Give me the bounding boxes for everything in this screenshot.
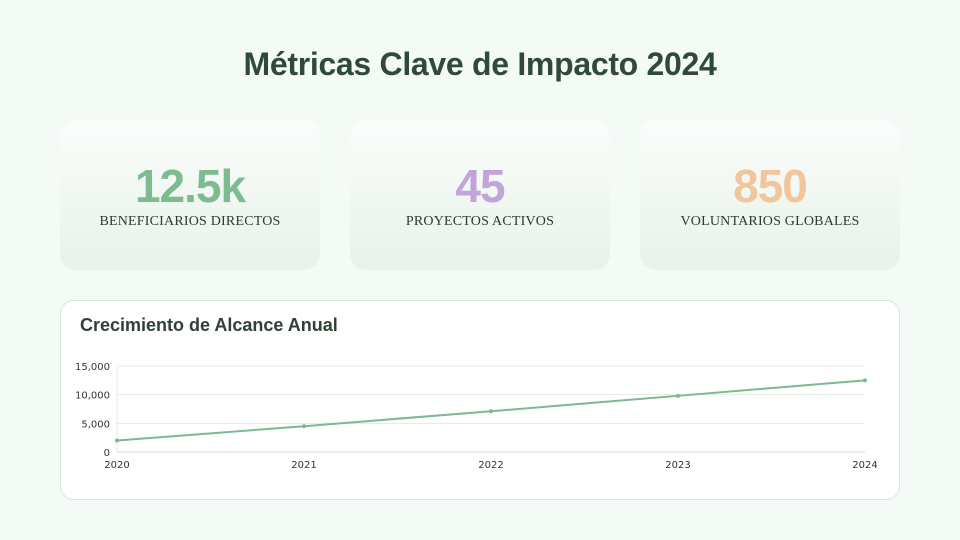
metric-value-proyectos: 45 — [455, 160, 505, 212]
metric-card-beneficiarios: 12.5k BENEFICIARIOS DIRECTOS — [60, 120, 320, 270]
chart-title: Crecimiento de Alcance Anual — [80, 315, 338, 335]
reach-line-chart: 0 5,000 10,000 15,000 2020 2021 2022 2023 2024 — [75, 362, 878, 471]
data-point — [489, 409, 493, 414]
y-tick-label: 10,000 — [75, 391, 110, 402]
y-tick-label: 5,000 — [81, 419, 110, 430]
metric-card-voluntarios: 850 VOLUNTARIOS GLOBALES — [640, 120, 900, 270]
x-tick-label: 2023 — [665, 460, 690, 471]
x-tick-label: 2022 — [478, 460, 503, 471]
metric-label-proyectos: PROYECTOS ACTIVOS — [405, 214, 555, 229]
metric-card-proyectos: 45 PROYECTOS ACTIVOS — [350, 120, 610, 270]
x-tick-label: 2020 — [104, 460, 129, 471]
y-tick-label: 0 — [104, 448, 110, 459]
metric-label-voluntarios: VOLUNTARIOS GLOBALES — [680, 214, 860, 229]
y-tick-label: 15,000 — [75, 362, 110, 373]
data-point — [863, 378, 867, 383]
data-point — [302, 424, 306, 429]
metric-label-beneficiarios: BENEFICIARIOS DIRECTOS — [99, 214, 281, 229]
page-title: Métricas Clave de Impacto 2024 — [243, 46, 717, 82]
x-tick-label: 2024 — [852, 460, 877, 471]
metric-value-beneficiarios: 12.5k — [134, 160, 246, 212]
data-point — [115, 438, 119, 443]
data-point — [676, 393, 680, 398]
reach-chart-panel: Crecimiento de Alcance Anual 0 5,000 10,00… — [60, 300, 900, 500]
x-tick-label: 2021 — [291, 460, 316, 471]
metric-value-voluntarios: 850 — [733, 160, 808, 212]
